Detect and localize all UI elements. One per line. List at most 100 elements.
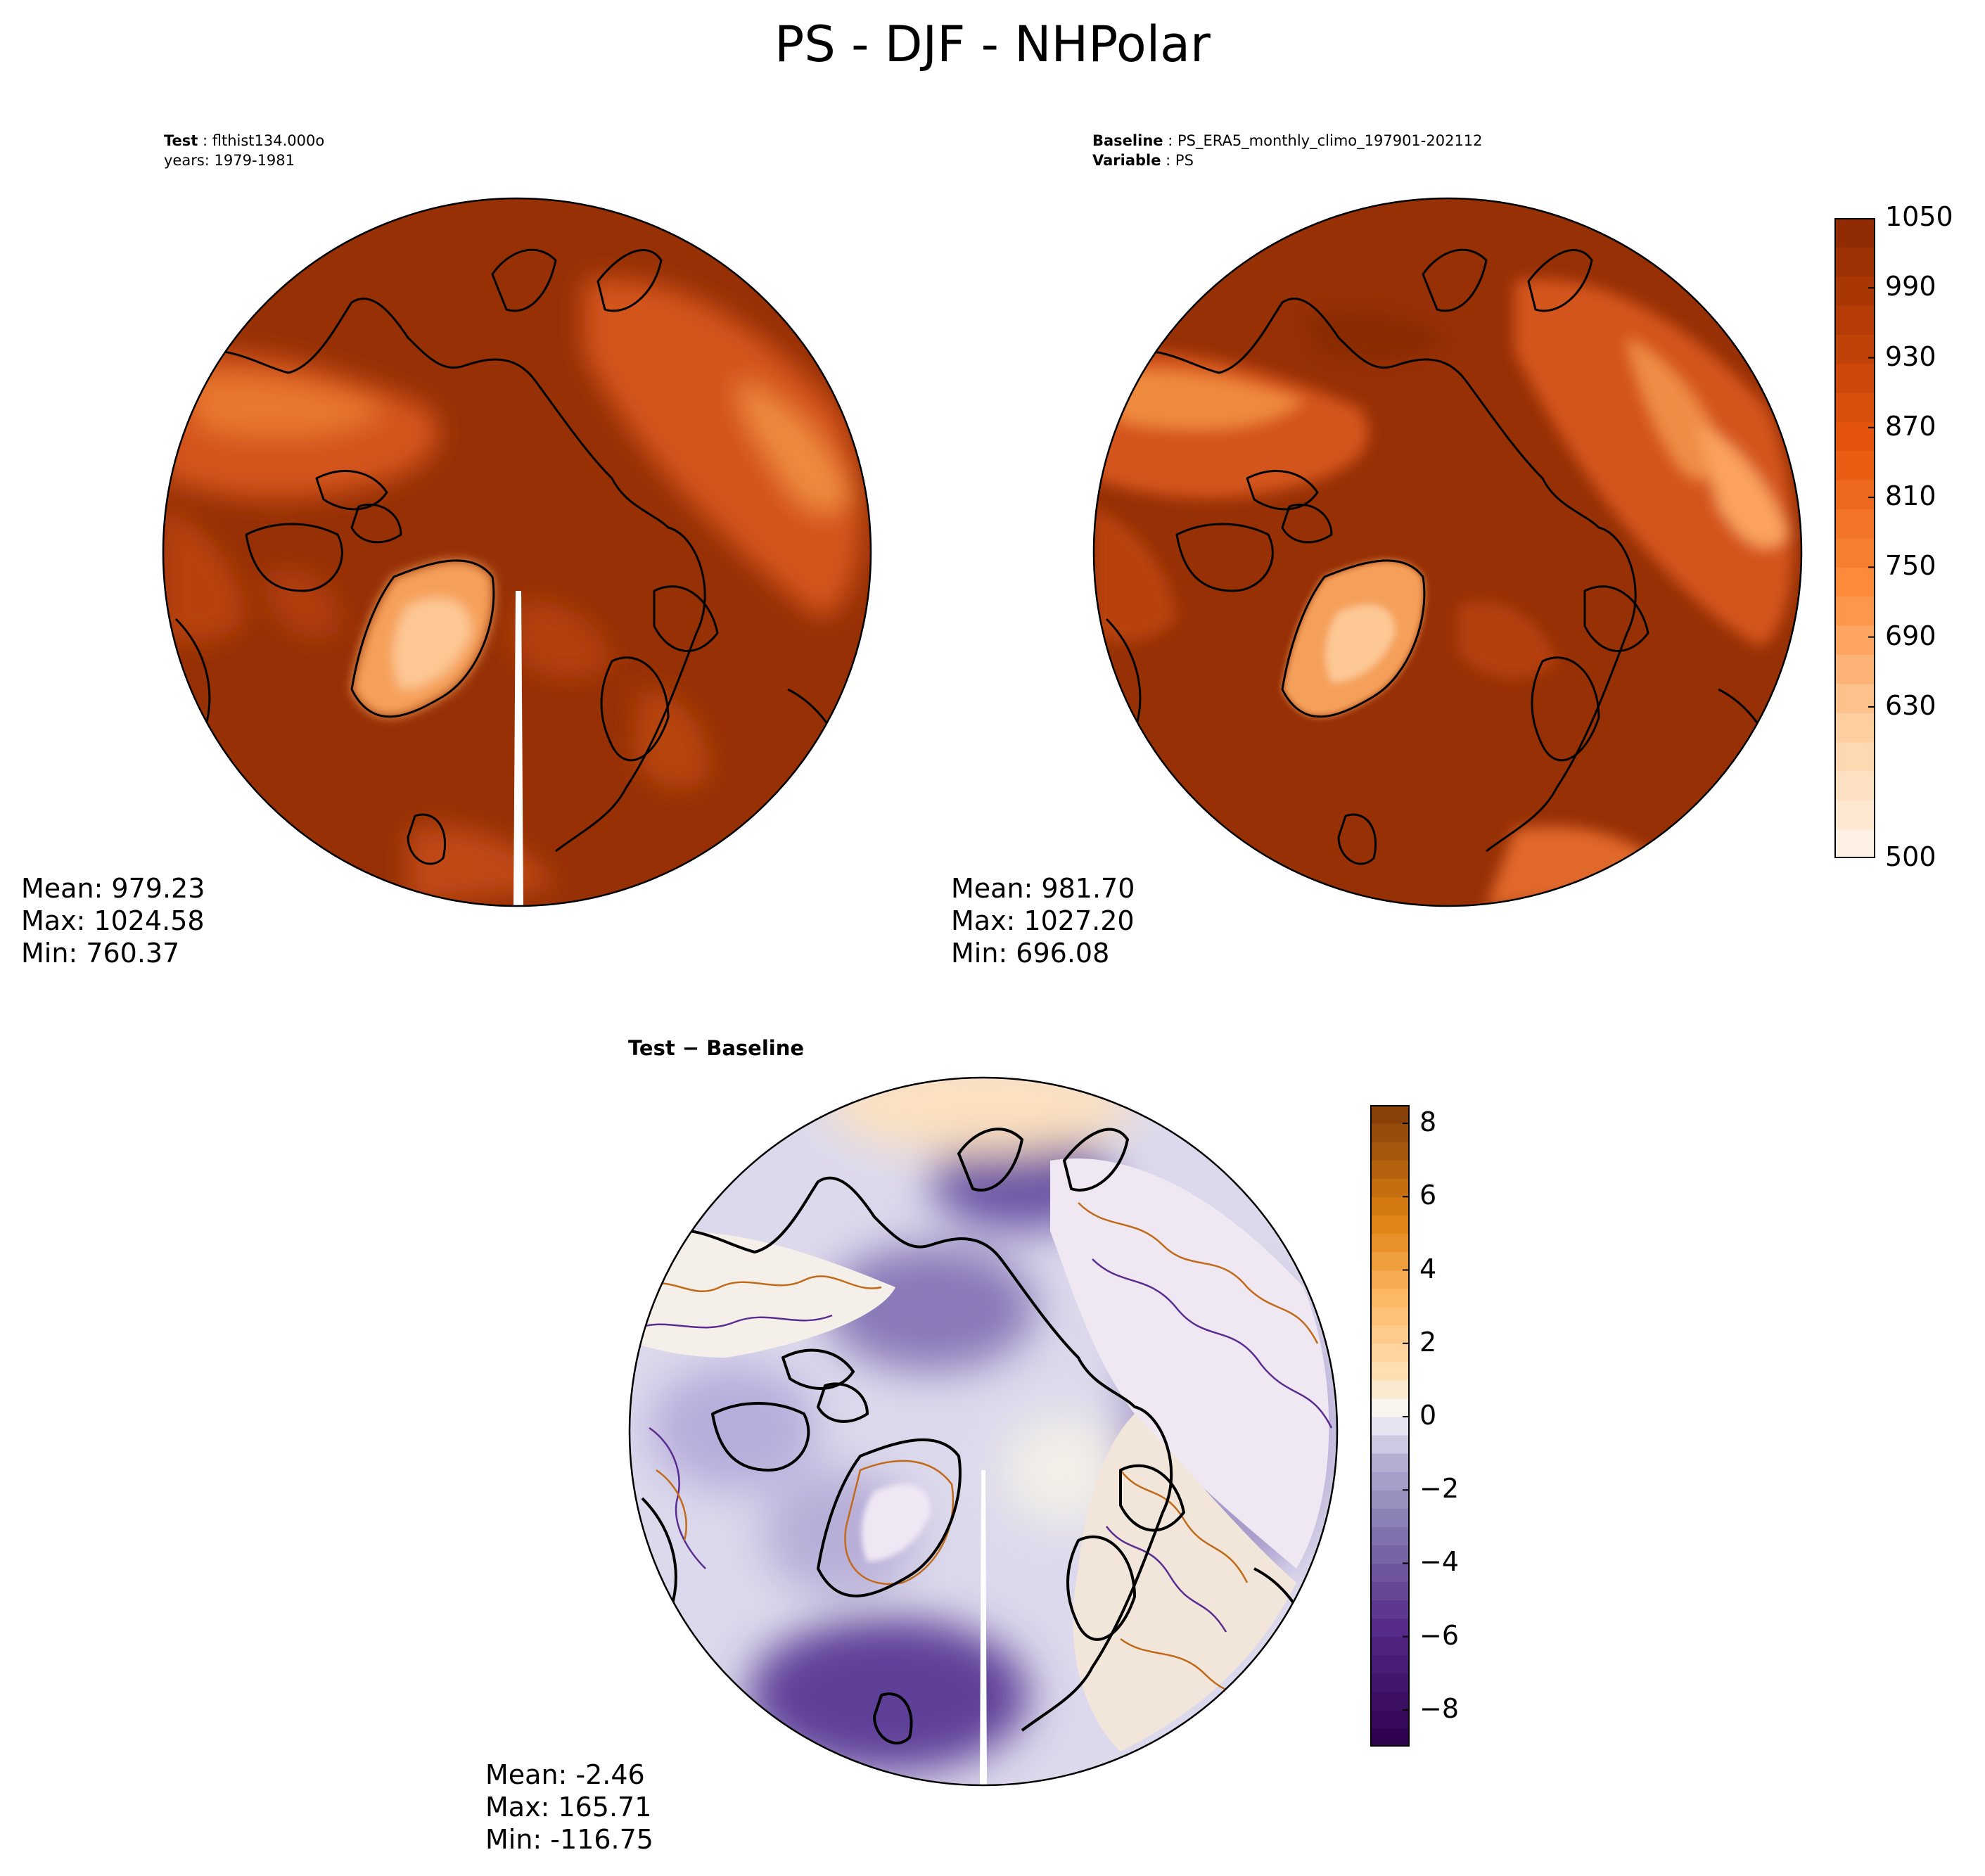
baseline-map-border (1092, 197, 1803, 907)
diff-mean: Mean: -2.46 (485, 1759, 645, 1790)
test-map (162, 197, 872, 907)
test-label-key: Test (164, 132, 198, 149)
pressure-colorbar-level (1834, 683, 1875, 713)
diff-colorbar-level (1370, 1379, 1410, 1399)
pressure-colorbar-tick-label: 630 (1885, 689, 1936, 721)
diff-colorbar-level (1370, 1636, 1410, 1656)
pressure-colorbar-level (1834, 363, 1875, 393)
baseline-field (1094, 279, 1794, 906)
pressure-colorbar-tick-label: 750 (1885, 550, 1936, 582)
diff-colorbar-level (1370, 1142, 1410, 1161)
diff-colorbar-level (1370, 1472, 1410, 1491)
diff-colorbar-level (1370, 1453, 1410, 1472)
diff-colorbar-level (1370, 1618, 1410, 1638)
diff-max: Max: 165.71 (485, 1792, 652, 1823)
diff-colorbar-level (1370, 1306, 1410, 1326)
test-label: Test : flthist134.000o years: 1979-1981 (164, 132, 325, 169)
diff-colorbar (1370, 1105, 1410, 1747)
test-stats: Mean: 979.23 Max: 1024.58 Min: 760.37 (21, 872, 205, 969)
diff-colorbar-level (1370, 1728, 1410, 1747)
diff-colorbar-level (1370, 1673, 1410, 1692)
baseline-max: Max: 1027.20 (951, 905, 1135, 936)
diff-colorbar-level (1370, 1691, 1410, 1711)
diff-colorbar-tick-label: 8 (1419, 1106, 1437, 1138)
diff-colorbar-level (1370, 1361, 1410, 1381)
pressure-colorbar-level (1834, 538, 1875, 568)
diff-map-border (628, 1076, 1339, 1787)
test-greenland-field (352, 560, 494, 717)
diff-colorbar-level (1370, 1654, 1410, 1674)
diff-colorbar-level (1370, 1197, 1410, 1215)
diff-colorbar-tick-label: 2 (1419, 1326, 1437, 1358)
diff-label: Test − Baseline (628, 1036, 805, 1060)
test-years: years: 1979-1981 (164, 152, 295, 169)
diff-colorbar-level (1370, 1123, 1410, 1142)
pressure-colorbar-level (1834, 334, 1875, 364)
diff-colorbar-tick-label: −8 (1419, 1692, 1460, 1724)
baseline-label-key: Baseline (1092, 132, 1163, 149)
diff-colorbar-level (1370, 1563, 1410, 1583)
diff-colorbar-level (1370, 1325, 1410, 1344)
pressure-colorbar-tick-label: 810 (1885, 480, 1936, 512)
diff-colorbar-tick-label: −2 (1419, 1473, 1460, 1505)
baseline-greenland-field (1282, 560, 1424, 717)
pressure-colorbar-tick-label: 500 (1885, 841, 1936, 872)
diff-greenland-field (861, 1484, 931, 1562)
diff-colorbar-level (1370, 1490, 1410, 1509)
diff-colorbar-level (1370, 1600, 1410, 1619)
diff-colorbar-level (1370, 1416, 1410, 1436)
test-map-border (162, 197, 872, 907)
diff-contours (634, 1202, 1333, 1710)
diff-colorbar-tick-label: 0 (1419, 1399, 1437, 1431)
diff-colorbar-level (1370, 1526, 1410, 1545)
pressure-colorbar-tick-label: 930 (1885, 340, 1936, 372)
pressure-colorbar-level (1834, 596, 1875, 626)
test-mean: Mean: 979.23 (21, 873, 205, 904)
pressure-colorbar-level (1834, 770, 1875, 800)
baseline-mean: Mean: 981.70 (951, 873, 1135, 904)
variable-label-value: PS (1175, 152, 1194, 169)
pressure-colorbar-tick-label: 690 (1885, 620, 1936, 651)
diff-colorbar-tick-label: −4 (1419, 1546, 1460, 1578)
pressure-colorbar-level (1834, 829, 1875, 858)
diff-seam (980, 1470, 987, 1785)
diff-colorbar-level (1370, 1270, 1410, 1289)
diff-colorbar-tick-label: 6 (1419, 1180, 1437, 1211)
baseline-stats: Mean: 981.70 Max: 1027.20 Min: 696.08 (951, 872, 1135, 969)
pressure-colorbar-level (1834, 654, 1875, 684)
pressure-colorbar-level (1834, 393, 1875, 423)
pressure-colorbar-outline (1834, 218, 1875, 858)
diff-min: Min: -116.75 (485, 1824, 653, 1855)
pressure-colorbar-level (1834, 305, 1875, 336)
test-seam (513, 591, 523, 906)
baseline-label: Baseline : PS_ERA5_monthly_climo_197901-… (1092, 132, 1483, 169)
diff-colorbar-tick-label: −6 (1419, 1619, 1460, 1651)
diff-land-texture (630, 1158, 1329, 1751)
pressure-colorbar (1834, 218, 1875, 858)
pressure-colorbar-level (1834, 567, 1875, 597)
figure-title: PS - DJF - NHPolar (774, 15, 1211, 73)
pressure-colorbar-level (1834, 480, 1875, 510)
diff-colorbar-level (1370, 1398, 1410, 1417)
diff-colorbar-level (1370, 1288, 1410, 1308)
pressure-colorbar-level (1834, 741, 1875, 772)
test-max: Max: 1024.58 (21, 905, 205, 936)
pressure-colorbar-level (1834, 247, 1875, 277)
pressure-colorbar-level (1834, 509, 1875, 539)
pressure-colorbar-level (1834, 713, 1875, 743)
pressure-colorbar-tick-label: 870 (1885, 410, 1936, 442)
diff-colorbar-level (1370, 1160, 1410, 1179)
pressure-colorbar-level (1834, 625, 1875, 656)
diff-colorbar-level (1370, 1709, 1410, 1729)
baseline-label-value: PS_ERA5_monthly_climo_197901-202112 (1177, 132, 1483, 149)
diff-colorbar-level (1370, 1215, 1410, 1234)
baseline-min: Min: 696.08 (951, 938, 1110, 969)
diff-map (628, 1076, 1339, 1787)
test-min: Min: 760.37 (21, 938, 180, 969)
diff-colorbar-level (1370, 1233, 1410, 1253)
variable-label-key: Variable (1092, 152, 1161, 169)
test-label-value: flthist134.000o (212, 132, 325, 149)
diff-colorbar-level (1370, 1343, 1410, 1363)
pressure-colorbar-level (1834, 276, 1875, 306)
diff-colorbar-tick-label: 4 (1419, 1253, 1437, 1284)
